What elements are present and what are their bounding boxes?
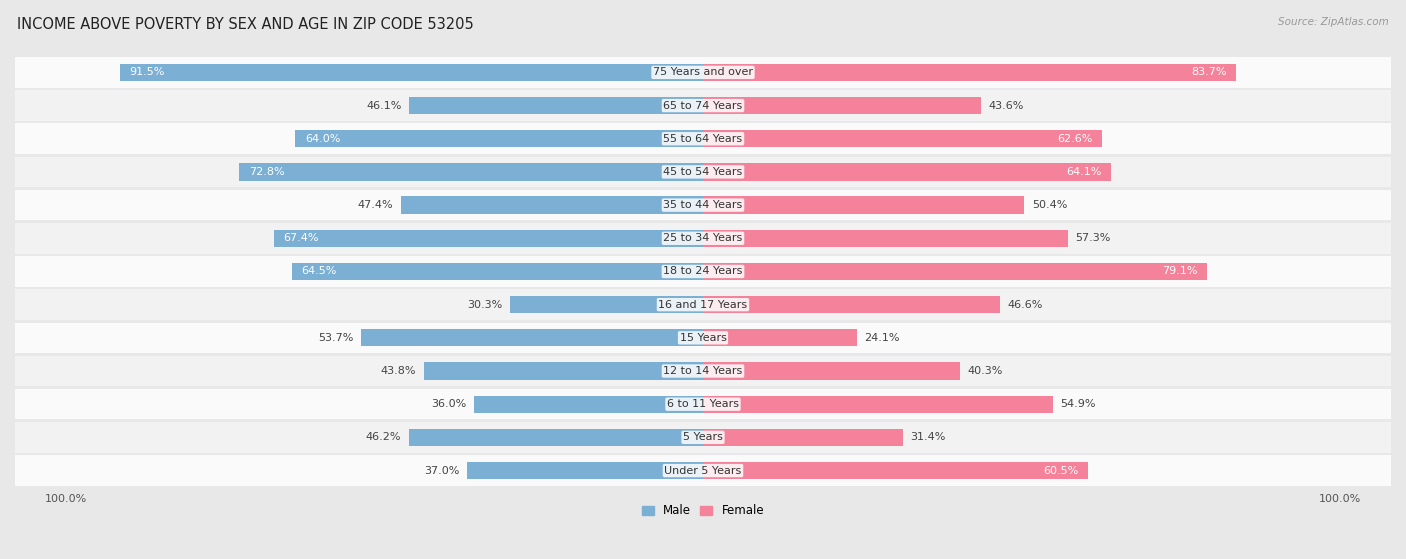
Bar xyxy=(703,362,960,380)
Bar xyxy=(703,97,981,114)
Text: 54.9%: 54.9% xyxy=(1060,399,1095,409)
Bar xyxy=(361,329,703,347)
Text: 24.1%: 24.1% xyxy=(865,333,900,343)
Bar xyxy=(3,223,1403,254)
Bar xyxy=(3,422,1403,453)
Bar xyxy=(3,124,1403,154)
Bar xyxy=(510,296,703,313)
Text: 31.4%: 31.4% xyxy=(911,432,946,442)
Text: 83.7%: 83.7% xyxy=(1191,68,1226,77)
Text: 6 to 11 Years: 6 to 11 Years xyxy=(666,399,740,409)
Bar xyxy=(409,429,703,446)
Text: Source: ZipAtlas.com: Source: ZipAtlas.com xyxy=(1278,17,1389,27)
Bar xyxy=(703,296,1000,313)
Text: 30.3%: 30.3% xyxy=(467,300,502,310)
Text: 55 to 64 Years: 55 to 64 Years xyxy=(664,134,742,144)
Bar xyxy=(3,91,1403,121)
Legend: Male, Female: Male, Female xyxy=(637,500,769,522)
Bar xyxy=(467,462,703,479)
Bar xyxy=(3,356,1403,386)
Bar xyxy=(3,389,1403,419)
Text: 43.8%: 43.8% xyxy=(381,366,416,376)
Text: 65 to 74 Years: 65 to 74 Years xyxy=(664,101,742,111)
Bar xyxy=(292,263,703,280)
Bar xyxy=(3,157,1403,187)
Bar xyxy=(474,396,703,413)
Bar xyxy=(703,263,1206,280)
Text: 18 to 24 Years: 18 to 24 Years xyxy=(664,267,742,277)
Text: 75 Years and over: 75 Years and over xyxy=(652,68,754,77)
Text: 15 Years: 15 Years xyxy=(679,333,727,343)
Text: 60.5%: 60.5% xyxy=(1043,466,1078,476)
Text: 46.6%: 46.6% xyxy=(1008,300,1043,310)
Text: 64.5%: 64.5% xyxy=(302,267,337,277)
Bar xyxy=(3,290,1403,320)
Bar xyxy=(3,57,1403,88)
Bar xyxy=(274,230,703,247)
Bar xyxy=(703,130,1102,148)
Text: 5 Years: 5 Years xyxy=(683,432,723,442)
Text: 50.4%: 50.4% xyxy=(1032,200,1067,210)
Bar xyxy=(409,97,703,114)
Text: 79.1%: 79.1% xyxy=(1161,267,1198,277)
Bar xyxy=(425,362,703,380)
Text: 46.1%: 46.1% xyxy=(367,101,402,111)
Bar xyxy=(703,396,1053,413)
Text: 25 to 34 Years: 25 to 34 Years xyxy=(664,233,742,243)
Text: Under 5 Years: Under 5 Years xyxy=(665,466,741,476)
Text: 16 and 17 Years: 16 and 17 Years xyxy=(658,300,748,310)
Text: 46.2%: 46.2% xyxy=(366,432,401,442)
Bar xyxy=(401,196,703,214)
Bar xyxy=(239,163,703,181)
Text: 47.4%: 47.4% xyxy=(357,200,394,210)
Text: 43.6%: 43.6% xyxy=(988,101,1024,111)
Text: 45 to 54 Years: 45 to 54 Years xyxy=(664,167,742,177)
Bar xyxy=(703,196,1024,214)
Text: 53.7%: 53.7% xyxy=(318,333,353,343)
Text: 91.5%: 91.5% xyxy=(129,68,165,77)
Bar xyxy=(3,190,1403,220)
Bar xyxy=(703,64,1236,81)
Bar xyxy=(3,323,1403,353)
Bar xyxy=(703,329,856,347)
Bar xyxy=(295,130,703,148)
Text: 57.3%: 57.3% xyxy=(1076,233,1111,243)
Text: 67.4%: 67.4% xyxy=(283,233,319,243)
Text: 36.0%: 36.0% xyxy=(430,399,465,409)
Text: INCOME ABOVE POVERTY BY SEX AND AGE IN ZIP CODE 53205: INCOME ABOVE POVERTY BY SEX AND AGE IN Z… xyxy=(17,17,474,32)
Text: 37.0%: 37.0% xyxy=(425,466,460,476)
Text: 40.3%: 40.3% xyxy=(967,366,1002,376)
Text: 72.8%: 72.8% xyxy=(249,167,284,177)
Text: 64.0%: 64.0% xyxy=(305,134,340,144)
Text: 12 to 14 Years: 12 to 14 Years xyxy=(664,366,742,376)
Bar xyxy=(703,429,903,446)
Text: 64.1%: 64.1% xyxy=(1066,167,1102,177)
Bar xyxy=(120,64,703,81)
Bar xyxy=(3,455,1403,486)
Text: 35 to 44 Years: 35 to 44 Years xyxy=(664,200,742,210)
Bar xyxy=(703,230,1069,247)
Bar xyxy=(703,462,1088,479)
Bar xyxy=(703,163,1111,181)
Text: 62.6%: 62.6% xyxy=(1057,134,1092,144)
Bar xyxy=(3,256,1403,287)
